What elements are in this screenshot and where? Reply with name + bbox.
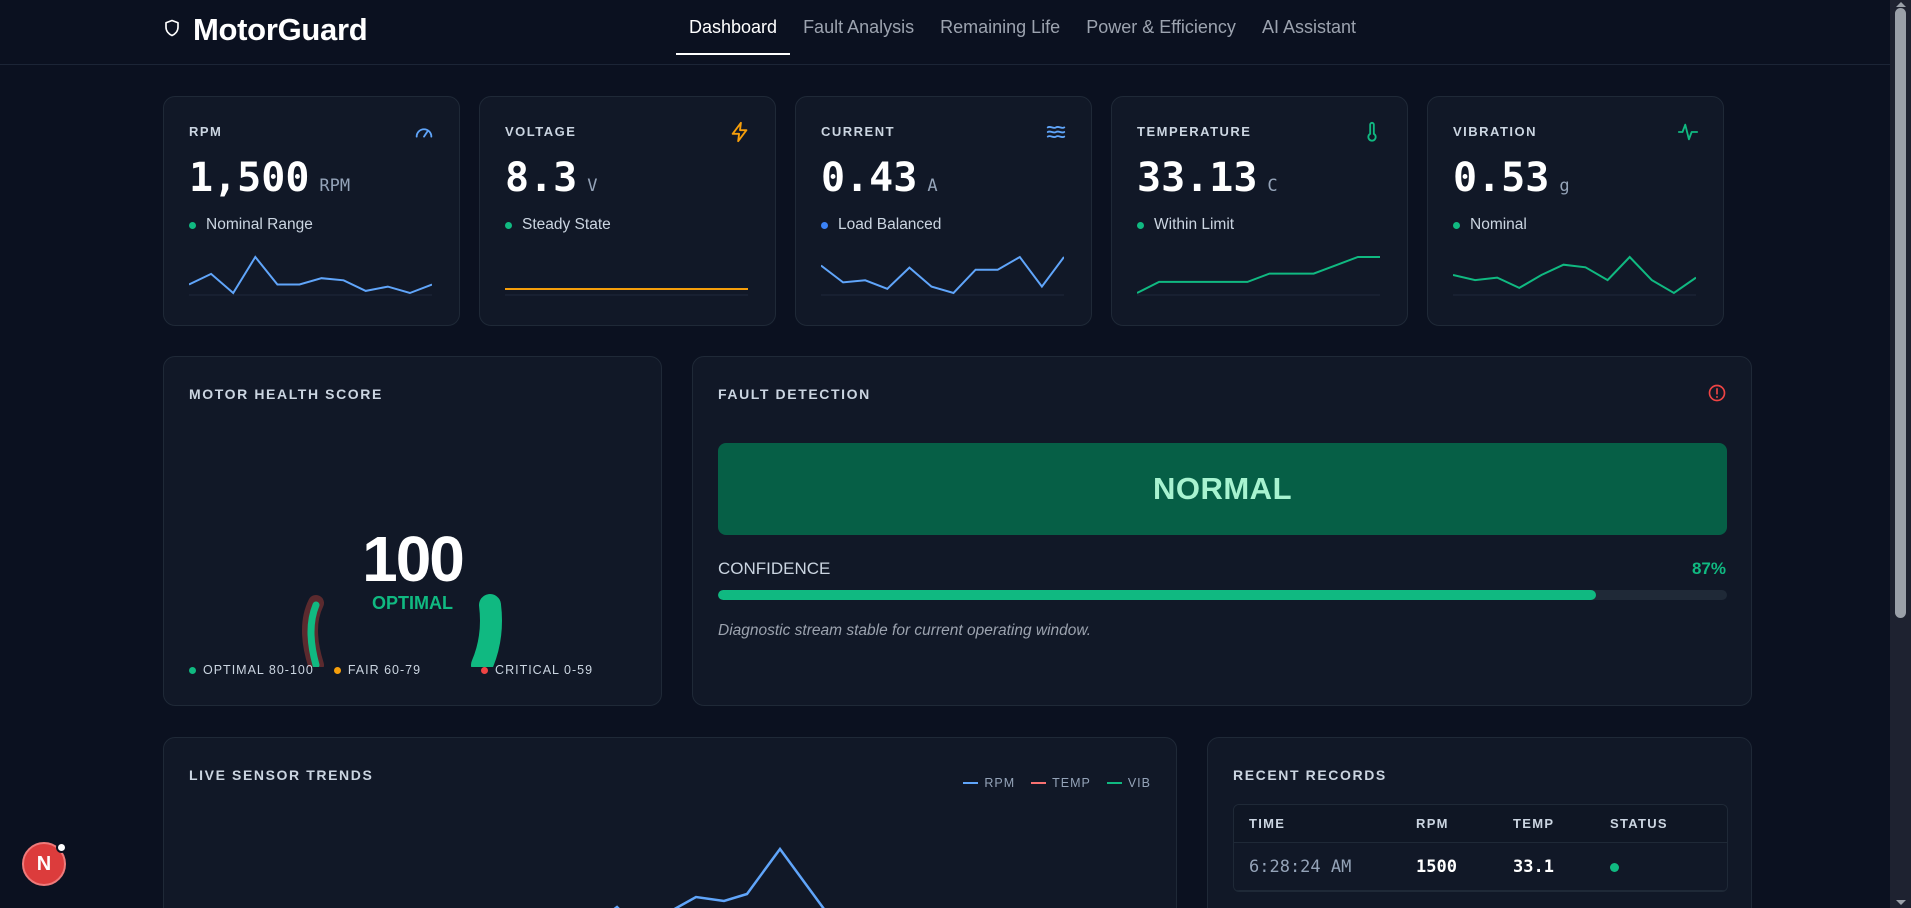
pulse-icon (1677, 123, 1699, 141)
confidence-value: 87% (1691, 559, 1726, 578)
motor-health-card: MOTOR HEALTH SCORE 100 OPTIMAL OPTIMAL 8… (163, 356, 662, 706)
status-dot (1610, 862, 1619, 872)
column-header-status: STATUS (1610, 816, 1668, 831)
rpm-trend-line (613, 846, 825, 908)
health-title: MOTOR HEALTH SCORE (189, 386, 383, 402)
fault-state-banner: NORMAL (718, 443, 1727, 535)
scroll-thumb[interactable] (1895, 8, 1906, 618)
metric-unit: RPM (319, 176, 351, 196)
metric-card-rpm: RPM 1,500 RPM Nominal Range (163, 96, 460, 326)
cell-temp: 33.1 (1513, 856, 1554, 877)
metric-label: VOLTAGE (505, 124, 577, 139)
scroll-down-arrow[interactable] (1896, 900, 1906, 905)
metric-card-current: CURRENT 0.43 A Load Balanced (795, 96, 1092, 326)
metric-label: VIBRATION (1453, 124, 1538, 139)
metric-unit: g (1559, 176, 1570, 196)
rpm-sparkline (189, 255, 432, 296)
metric-card-temperature: TEMPERATURE 33.13 C Within Limit (1111, 96, 1408, 326)
notification-dot (56, 842, 67, 853)
sparkline-line (189, 255, 432, 295)
cell-rpm: 1500 (1416, 856, 1457, 877)
fault-detection-card: FAULT DETECTION NORMAL CONFIDENCE 87% Di… (692, 356, 1752, 706)
scroll-up-arrow[interactable] (1896, 2, 1906, 7)
health-legend: OPTIMAL 80-100 FAIR 60-79 CRITICAL 0-59 (189, 663, 593, 677)
legend-rpm: RPM (963, 776, 1015, 790)
confidence-bar-fill (718, 590, 1596, 600)
metric-unit: C (1267, 176, 1278, 196)
metric-value: 8.3 (505, 155, 578, 201)
legend-fair: FAIR 60-79 (333, 663, 421, 677)
metric-card-vibration: VIBRATION 0.53 g Nominal (1427, 96, 1724, 326)
recent-records-card: RECENT RECORDS TIME RPM TEMP STATUS 6:28… (1207, 737, 1752, 908)
status-dot (1453, 221, 1460, 229)
vibration-sparkline (1453, 255, 1696, 296)
column-header-rpm: RPM (1416, 816, 1449, 831)
thermometer-icon (1367, 121, 1377, 142)
confidence-bar (718, 590, 1727, 600)
nav-fault-analysis[interactable]: Fault Analysis (803, 17, 915, 37)
status-dot (821, 221, 828, 229)
live-sensor-trends-card: LIVE SENSOR TRENDS RPM TEMP VIB (163, 737, 1177, 908)
current-sparkline (821, 255, 1064, 296)
table-row[interactable]: 6:28:24 AM 1500 33.1 (1234, 843, 1727, 891)
metric-status: Nominal (1470, 216, 1527, 233)
metric-value: 1,500 (189, 155, 310, 201)
status-dot (189, 221, 196, 229)
lightning-icon (731, 121, 748, 143)
health-rating: OPTIMAL (372, 593, 453, 613)
health-score-value: 100 (362, 523, 465, 595)
metric-card-voltage: VOLTAGE 8.3 V Steady State (479, 96, 776, 326)
brand[interactable]: MotorGuard (163, 12, 368, 48)
metric-value: 33.13 (1137, 155, 1258, 201)
metric-value: 0.43 (821, 155, 918, 201)
shield-icon (163, 19, 181, 42)
fault-title: FAULT DETECTION (718, 386, 871, 402)
health-gauge (302, 594, 502, 667)
metric-unit: V (587, 176, 598, 196)
status-dot (1137, 221, 1144, 229)
cell-status (1610, 857, 1720, 877)
metric-status: Nominal Range (206, 216, 313, 233)
gauge-icon (415, 128, 433, 138)
column-header-temp: TEMP (1513, 816, 1555, 831)
sparkline-line (1453, 255, 1696, 295)
temperature-sparkline (1137, 256, 1380, 296)
page-scrollbar[interactable] (1890, 0, 1911, 908)
records-title: RECENT RECORDS (1233, 767, 1387, 783)
waves-icon (1046, 125, 1066, 139)
legend-optimal: OPTIMAL 80-100 (189, 663, 314, 677)
sparkline-line (1137, 256, 1380, 294)
nav-power-efficiency[interactable]: Power & Efficiency (1086, 17, 1236, 37)
voltage-sparkline (505, 288, 748, 296)
metric-status: Steady State (522, 216, 611, 233)
trends-chart (613, 846, 825, 908)
trends-legend: RPM TEMP VIB (963, 776, 1151, 790)
main-nav: Dashboard Fault Analysis Remaining Life … (676, 0, 1369, 55)
records-table: TIME RPM TEMP STATUS 6:28:24 AM 1500 33.… (1233, 804, 1728, 892)
nav-remaining-life[interactable]: Remaining Life (940, 17, 1061, 37)
alert-circle-icon[interactable] (1707, 383, 1727, 403)
app-title: MotorGuard (193, 12, 368, 47)
metric-status: Within Limit (1154, 216, 1235, 233)
legend-critical: CRITICAL 0-59 (481, 663, 593, 677)
status-dot (505, 221, 512, 229)
metric-label: TEMPERATURE (1137, 124, 1252, 139)
trends-title: LIVE SENSOR TRENDS (189, 767, 374, 783)
metric-label: RPM (189, 124, 223, 139)
confidence-label: CONFIDENCE (718, 559, 831, 578)
cell-time: 6:28:24 AM (1249, 856, 1352, 877)
metric-status: Load Balanced (838, 216, 942, 233)
nav-ai-assistant[interactable]: AI Assistant (1261, 17, 1356, 37)
metric-unit: A (927, 176, 938, 196)
legend-temp: TEMP (1031, 776, 1091, 790)
legend-vib: VIB (1106, 776, 1151, 790)
top-navigation-bar: MotorGuard Dashboard Fault Analysis Rema… (0, 0, 1890, 65)
sparkline-line (821, 255, 1064, 295)
table-header: TIME RPM TEMP STATUS (1234, 805, 1727, 843)
diagnostic-note: Diagnostic stream stable for current ope… (718, 622, 1092, 639)
column-header-time: TIME (1249, 816, 1286, 831)
nav-dashboard[interactable]: Dashboard (676, 0, 791, 55)
metric-label: CURRENT (821, 124, 896, 139)
metric-value: 0.53 (1453, 155, 1550, 201)
